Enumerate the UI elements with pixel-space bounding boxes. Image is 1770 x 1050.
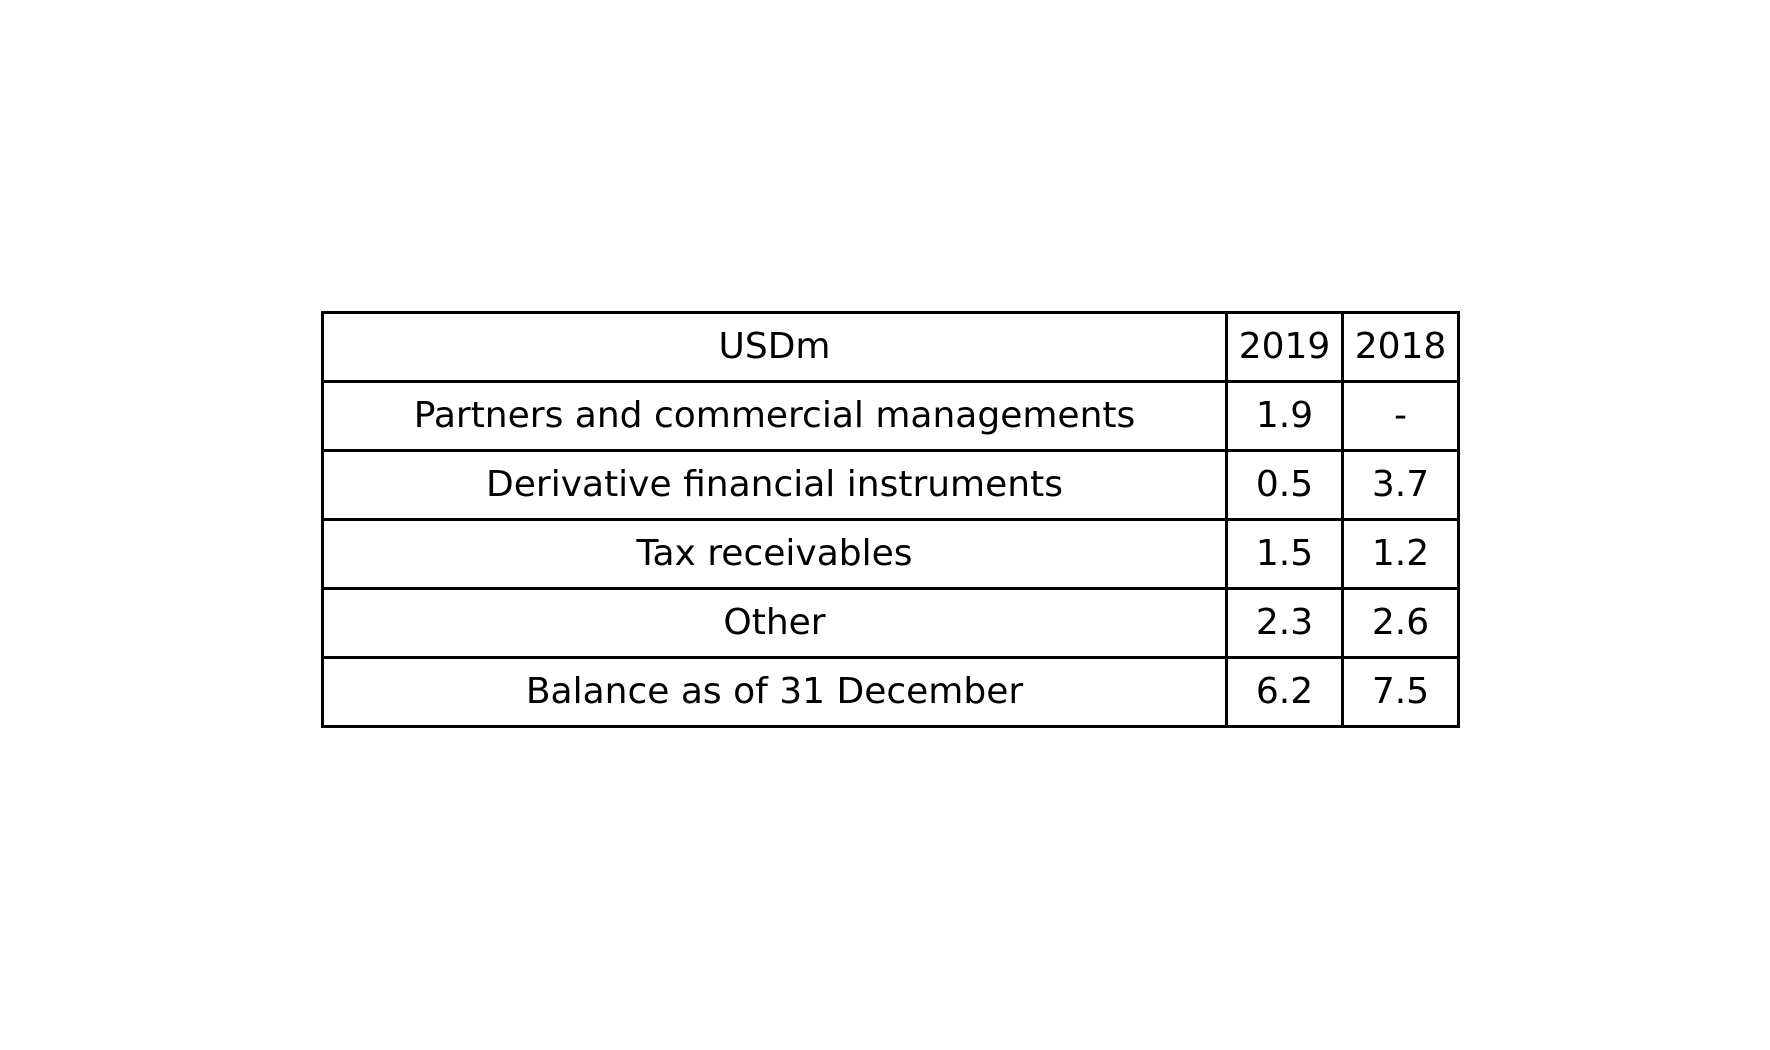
table-body: Partners and commercial managements 1.9 … [321,380,1460,728]
row-label: Other [321,587,1228,659]
table-row: Tax receivables 1.5 1.2 [321,518,1460,590]
value-2019: 2.3 [1225,587,1344,659]
value-2018: - [1341,380,1460,452]
value-2018: 2.6 [1341,587,1460,659]
row-label: Balance as of 31 December [321,656,1228,728]
value-2018: 3.7 [1341,449,1460,521]
table-row: Derivative financial instruments 0.5 3.7 [321,449,1460,521]
value-2019: 1.5 [1225,518,1344,590]
value-2019: 0.5 [1225,449,1344,521]
header-cell-2018: 2018 [1341,311,1460,383]
value-2019: 1.9 [1225,380,1344,452]
value-2019: 6.2 [1225,656,1344,728]
table-row-total: Balance as of 31 December 6.2 7.5 [321,656,1460,728]
table-header: USDm 2019 2018 [321,311,1460,383]
row-label: Tax receivables [321,518,1228,590]
data-table: USDm 2019 2018 Partners and commercial m… [321,311,1460,728]
table-row: Other 2.3 2.6 [321,587,1460,659]
row-label: Partners and commercial managements [321,380,1228,452]
row-label: Derivative financial instruments [321,449,1228,521]
header-cell-2019: 2019 [1225,311,1344,383]
value-2018: 1.2 [1341,518,1460,590]
table-row: Partners and commercial managements 1.9 … [321,380,1460,452]
header-cell-label: USDm [321,311,1228,383]
value-2018: 7.5 [1341,656,1460,728]
header-row: USDm 2019 2018 [321,311,1460,383]
